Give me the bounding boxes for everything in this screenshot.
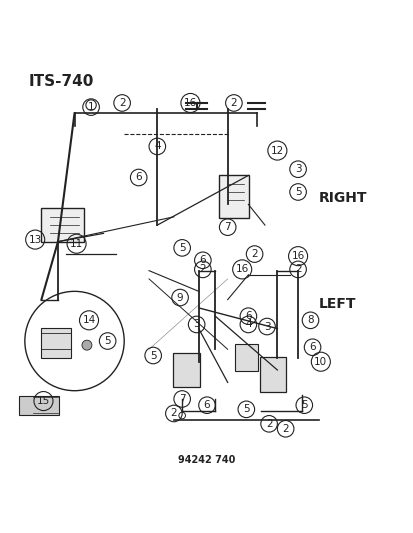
Text: 3: 3 [193,319,199,329]
FancyBboxPatch shape [235,344,257,371]
Text: 6: 6 [244,311,251,321]
Text: 7: 7 [224,222,230,232]
Text: 2: 2 [199,264,206,274]
Text: 94242 740: 94242 740 [178,455,235,465]
Text: 1: 1 [88,102,94,112]
Circle shape [82,340,92,350]
Text: 14: 14 [82,316,95,325]
Text: 2: 2 [294,264,301,274]
Text: 6: 6 [199,255,206,265]
Text: 5: 5 [300,400,307,410]
Text: 16: 16 [183,98,197,108]
Text: 9: 9 [176,293,183,303]
Text: 2: 2 [119,98,125,108]
Text: 6: 6 [135,173,142,182]
Text: 13: 13 [28,235,42,245]
Text: 2: 2 [230,98,237,108]
Text: 16: 16 [291,251,304,261]
FancyBboxPatch shape [173,353,199,387]
Text: 11: 11 [70,239,83,249]
Text: RIGHT: RIGHT [318,191,366,205]
Text: 2: 2 [282,424,288,434]
Text: 4: 4 [244,319,251,329]
FancyBboxPatch shape [40,328,71,358]
Text: 3: 3 [294,164,301,174]
Text: 3: 3 [263,321,270,332]
Text: 5: 5 [294,187,301,197]
Text: 2: 2 [265,419,272,429]
Text: LEFT: LEFT [318,297,356,311]
Text: ITS-740: ITS-740 [29,74,94,89]
Text: 15: 15 [37,396,50,406]
Text: 12: 12 [270,146,283,156]
Text: 6: 6 [309,342,315,352]
FancyBboxPatch shape [19,395,59,415]
FancyBboxPatch shape [40,208,83,243]
FancyBboxPatch shape [259,357,286,392]
Text: 10: 10 [313,357,327,367]
FancyBboxPatch shape [218,175,249,217]
Text: 5: 5 [150,351,156,360]
Text: 4: 4 [154,141,160,151]
Text: 5: 5 [104,336,111,346]
Text: 2: 2 [251,249,257,259]
Text: 5: 5 [242,405,249,414]
Text: 6: 6 [203,400,210,410]
Text: 2: 2 [170,408,177,418]
Text: 16: 16 [235,264,248,274]
Text: 7: 7 [178,394,185,404]
Text: 8: 8 [306,316,313,325]
Text: 5: 5 [178,243,185,253]
